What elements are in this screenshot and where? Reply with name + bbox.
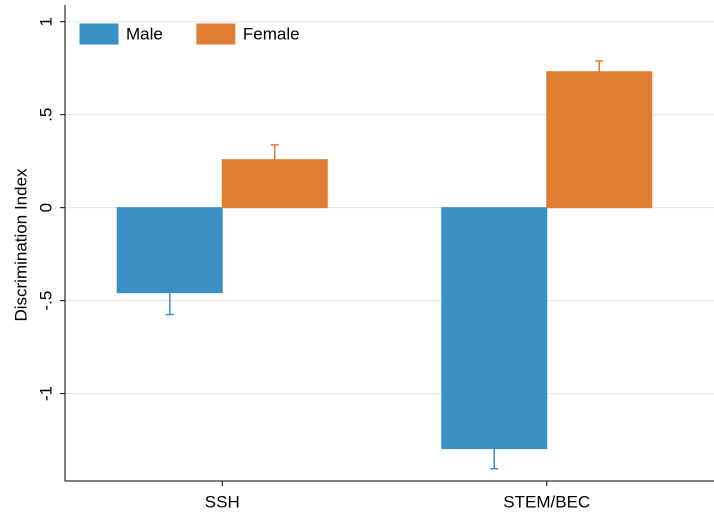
x-tick-label: SSH [205,492,240,511]
x-tick-label: STEM/BEC [503,492,590,511]
y-tick-label: 1 [36,17,55,26]
error-bar [595,60,604,84]
legend-label: Male [126,24,163,43]
error-bar [490,427,499,470]
legend-label: Female [243,24,300,43]
bar [441,207,548,450]
bar [546,71,653,209]
y-axis-label: Discrimination Index [11,168,30,322]
error-bar [270,144,279,176]
y-tick-label: 0 [36,203,55,212]
y-tick-label: -1 [36,386,55,401]
y-tick-label: .5 [36,108,55,122]
error-bar [165,269,174,316]
legend-swatch [79,23,119,45]
legend-swatch [196,23,236,45]
y-tick-label: -.5 [36,291,55,311]
